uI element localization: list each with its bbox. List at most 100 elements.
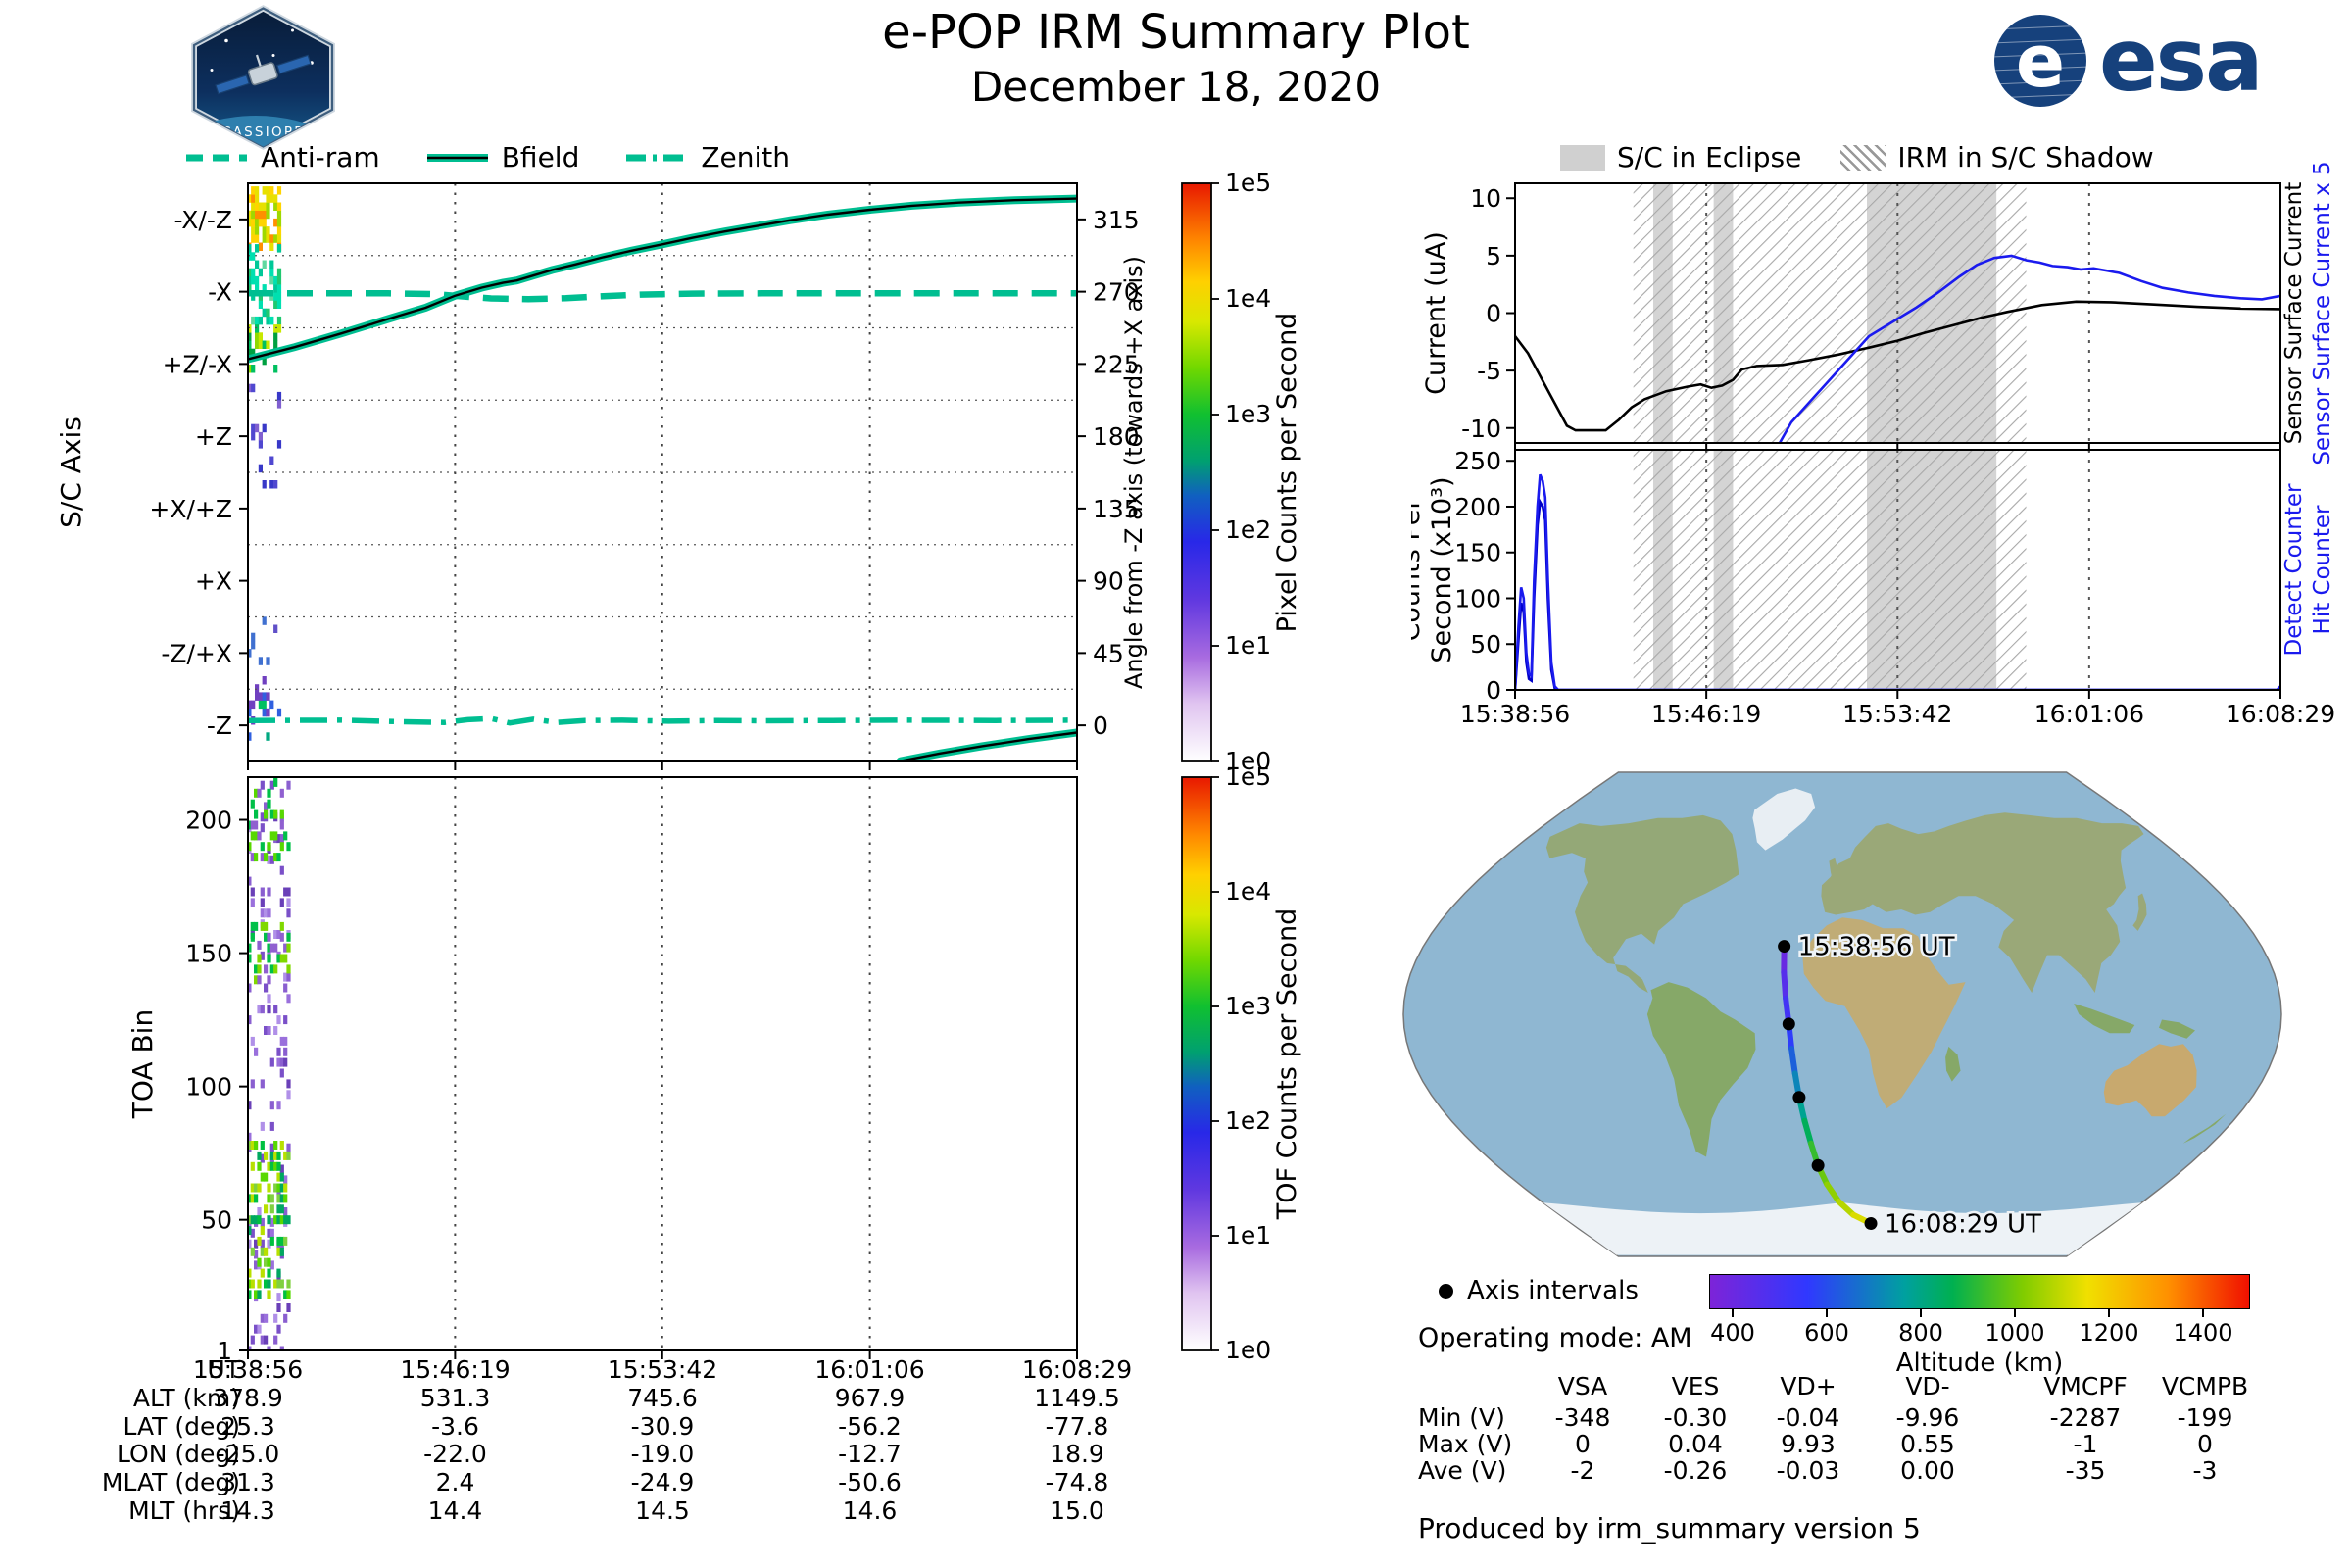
voltage-value: -2 — [1570, 1456, 1595, 1485]
svg-text:-Z: -Z — [207, 711, 232, 740]
cassiope-mission-patch: CASSIOPE — [191, 5, 335, 150]
svg-text:Current (uA): Current (uA) — [1421, 231, 1451, 395]
altitude-tick-label: 400 — [1710, 1319, 1755, 1347]
svg-text:0: 0 — [1486, 300, 1501, 328]
svg-text:100: 100 — [185, 1073, 232, 1102]
voltage-value: -9.96 — [1895, 1403, 1960, 1432]
svg-text:Second (x10³): Second (x10³) — [1427, 476, 1457, 662]
voltage-value: -199 — [2177, 1403, 2233, 1432]
svg-text:0: 0 — [1486, 676, 1501, 705]
svg-text:180: 180 — [1093, 422, 1140, 451]
legend-item-s-c-in-eclipse: S/C in Eclipse — [1560, 141, 1801, 173]
svg-text:1e5: 1e5 — [1225, 169, 1271, 197]
altitude-tick-label: 1400 — [2173, 1319, 2233, 1347]
hatch-swatch-icon — [1840, 144, 1886, 171]
svg-text:50: 50 — [1470, 630, 1501, 659]
ephemeris-value: 31.3 — [220, 1468, 275, 1497]
svg-text:Hit Counter: Hit Counter — [2310, 505, 2335, 634]
ephemeris-value: -24.9 — [630, 1468, 695, 1497]
svg-text:16:08:29: 16:08:29 — [2226, 700, 2335, 728]
axis-interval-marker — [1864, 1217, 1878, 1231]
svg-text:45: 45 — [1093, 639, 1124, 667]
svg-text:-5: -5 — [1477, 357, 1501, 385]
legend-item-zenith: Zenith — [624, 141, 790, 173]
eclipse-shadow-legend: S/C in Eclipse IRM in S/C Shadow — [1560, 141, 2154, 173]
voltage-value: -0.26 — [1663, 1456, 1728, 1485]
altitude-tick-mark — [2108, 1309, 2110, 1317]
sc-axis-orientation-plot: -X/-Z 315 -X 270 +Z/-X 225 +Z 180 +X/+Z 135 +X 90 -Z… — [59, 169, 1302, 775]
ephemeris-value: -74.8 — [1045, 1468, 1109, 1497]
patch-satellite-icon — [215, 54, 312, 95]
svg-text:Pixel Counts per Second: Pixel Counts per Second — [1272, 313, 1302, 633]
ephemeris-value: -3.6 — [431, 1411, 479, 1441]
ground-track-segment — [1836, 1199, 1857, 1218]
esa-logo: e esa — [1991, 10, 2263, 111]
ephemeris-row-label: MLAT (deg) — [101, 1468, 240, 1497]
legend-item-irm-in-s-c-shadow: IRM in S/C Shadow — [1840, 141, 2154, 173]
voltage-column-header: VCMPB — [2161, 1372, 2249, 1400]
altitude-colorbar-label: Altitude (km) — [1895, 1348, 2064, 1378]
ephemeris-value: 16:08:29 — [1021, 1355, 1133, 1384]
svg-text:1e1: 1e1 — [1225, 1221, 1271, 1250]
voltage-column-header: VMCPF — [2043, 1372, 2128, 1400]
ephemeris-value: 25.3 — [220, 1411, 275, 1441]
svg-text:-10: -10 — [1461, 415, 1501, 443]
ephemeris-value: -30.9 — [630, 1411, 695, 1441]
svg-text:Counts Per: Counts Per — [1411, 498, 1426, 642]
svg-text:5: 5 — [1486, 242, 1501, 270]
ephemeris-value: 14.4 — [427, 1496, 483, 1525]
svg-text:-X/-Z: -X/-Z — [174, 206, 232, 234]
ephemeris-value: -50.6 — [838, 1468, 902, 1497]
legend-item-anti-ram: Anti-ram — [184, 141, 380, 173]
map-landmass — [1821, 812, 2144, 993]
map-landmass — [2182, 1113, 2227, 1144]
current-and-counter-plots: -10 -5 0 5 10 Sensor Surface Current Sensor Su… — [1411, 161, 2335, 728]
ephemeris-value: -22.0 — [423, 1440, 487, 1469]
ephemeris-value: 14.6 — [842, 1496, 898, 1525]
svg-text:+Z: +Z — [195, 422, 232, 451]
dashdot-line-sample-icon — [626, 154, 688, 161]
ephemeris-value: 1149.5 — [1034, 1383, 1120, 1412]
ephemeris-row-label: MLT (hrs) — [128, 1496, 240, 1525]
svg-text:-Z/+X: -Z/+X — [161, 639, 232, 667]
shadow-band — [1633, 183, 2027, 443]
svg-text:1e3: 1e3 — [1225, 992, 1271, 1020]
voltage-value: -2287 — [2049, 1403, 2122, 1432]
voltage-row-label: Ave (V) — [1418, 1456, 1507, 1485]
voltage-value: 0.55 — [1900, 1430, 1955, 1458]
voltage-value: -0.30 — [1663, 1403, 1728, 1432]
map-landmass — [1543, 1202, 2142, 1255]
map-landmass — [1646, 982, 1756, 1157]
legend-item-bfield: Bfield — [425, 141, 579, 173]
svg-text:100: 100 — [1454, 584, 1501, 612]
shadow-band — [1633, 450, 2027, 690]
svg-text:+Z/-X: +Z/-X — [163, 350, 232, 378]
map-landmass — [1802, 917, 1966, 1109]
esa-wordmark: esa — [2099, 10, 2263, 111]
svg-text:+X: +X — [195, 567, 232, 596]
altitude-tick-mark — [2014, 1309, 2016, 1317]
voltage-value: 0 — [2197, 1430, 2213, 1458]
legend-label: Anti-ram — [261, 141, 380, 173]
produced-by-text: Produced by irm_summary version 5 — [1418, 1512, 1921, 1544]
svg-text:1e0: 1e0 — [1225, 1336, 1271, 1364]
ground-track-map: 15:38:56 UT 16:08:29 UT — [1402, 771, 2282, 1257]
ephemeris-value: -19.0 — [630, 1440, 695, 1469]
ephemeris-row-label: UT — [207, 1355, 240, 1384]
svg-text:15:38:56: 15:38:56 — [1460, 700, 1570, 728]
axis-intervals-legend: Axis intervals — [1439, 1276, 1639, 1305]
axis-intervals-label: Axis intervals — [1467, 1276, 1639, 1305]
ephemeris-row-label: LAT (deg) — [122, 1411, 240, 1441]
svg-text:15:46:19: 15:46:19 — [1651, 700, 1761, 728]
esa-e-glyph: e — [2016, 20, 2065, 104]
altitude-tick-label: 1200 — [2079, 1319, 2139, 1347]
ephemeris-value: 14.3 — [220, 1496, 275, 1525]
ephemeris-value: -12.7 — [838, 1440, 902, 1469]
ephemeris-value: -77.8 — [1045, 1411, 1109, 1441]
ground-track-segment — [1788, 1046, 1798, 1077]
voltage-row-label: Min (V) — [1418, 1403, 1505, 1432]
map-ocean — [1402, 771, 2282, 1257]
altitude-tick-label: 1000 — [1984, 1319, 2045, 1347]
svg-text:1e1: 1e1 — [1225, 631, 1271, 660]
svg-text:1e2: 1e2 — [1225, 515, 1271, 544]
